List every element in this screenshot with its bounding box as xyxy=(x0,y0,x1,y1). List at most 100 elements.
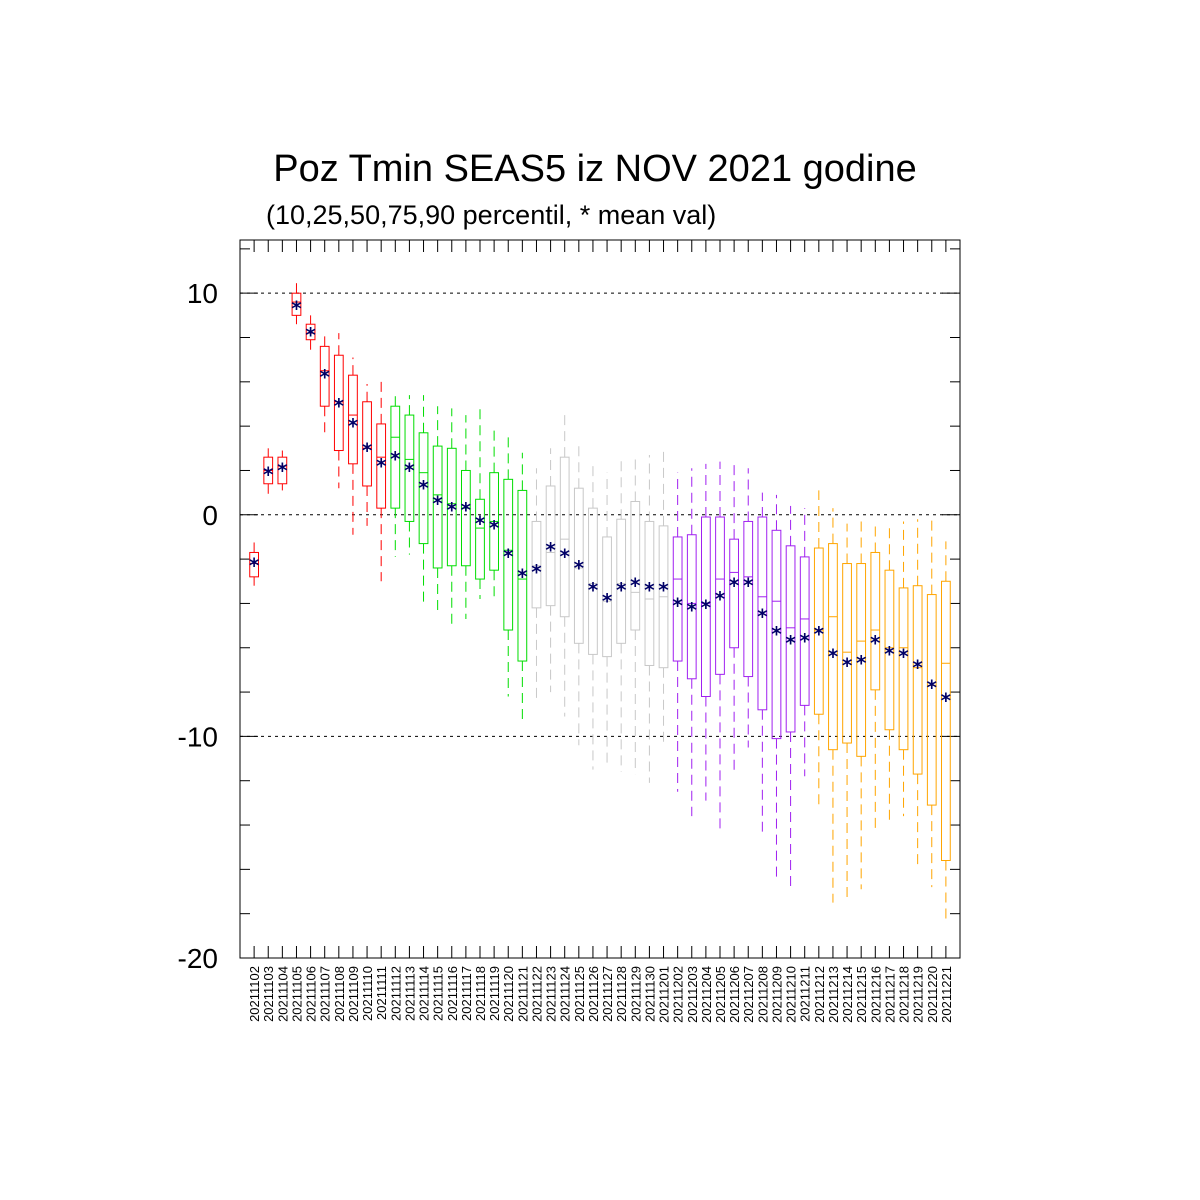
box-20211206 xyxy=(729,463,739,772)
box-20211123 xyxy=(545,448,556,693)
box-20211120 xyxy=(503,432,514,697)
box-iqr xyxy=(870,551,881,691)
x-tick-label: 20211112 xyxy=(388,966,403,1021)
x-tick-label: 20211208 xyxy=(755,966,770,1023)
box-iqr xyxy=(672,536,683,662)
box-iqr xyxy=(503,478,514,631)
mean-marker: * xyxy=(390,447,401,471)
box-iqr xyxy=(432,445,443,569)
x-tick-label: 20211129 xyxy=(628,966,643,1022)
box-20211130 xyxy=(644,454,655,783)
x-tick-label: 20211209 xyxy=(769,966,784,1023)
mean-marker: * xyxy=(305,323,316,347)
mean-marker: * xyxy=(249,554,260,578)
mean-marker: * xyxy=(912,655,923,679)
box-iqr xyxy=(531,520,542,609)
box-20211217 xyxy=(884,528,895,826)
box-iqr xyxy=(616,518,627,644)
box-20211129 xyxy=(630,457,641,775)
x-tick-label: 20211123 xyxy=(544,966,559,1022)
mean-marker: * xyxy=(319,365,330,389)
x-tick-label: 20211206 xyxy=(727,966,742,1023)
box-iqr xyxy=(376,423,387,509)
box-20211127 xyxy=(602,472,612,763)
box-20211201 xyxy=(658,448,669,748)
mean-marker: * xyxy=(616,578,627,602)
mean-marker: * xyxy=(404,458,415,482)
box-20211211 xyxy=(799,508,810,777)
y-tick-label: -20 xyxy=(178,943,218,974)
box-iqr xyxy=(602,536,612,658)
box-20211215 xyxy=(856,521,867,890)
mean-marker: * xyxy=(771,622,782,646)
box-iqr xyxy=(799,556,810,706)
mean-marker: * xyxy=(672,593,683,617)
mean-marker: * xyxy=(757,605,768,629)
mean-marker: * xyxy=(814,622,825,646)
box-20211221 xyxy=(941,541,951,923)
box-20211125 xyxy=(573,446,584,746)
x-tick-label: 20211220 xyxy=(925,966,940,1023)
mean-marker: * xyxy=(602,589,613,613)
mean-marker: * xyxy=(574,556,585,580)
x-tick-label: 20211127 xyxy=(600,966,615,1022)
y-tick-label: 10 xyxy=(187,278,218,309)
box-iqr xyxy=(842,563,852,744)
box-20211212 xyxy=(813,490,824,806)
mean-marker: * xyxy=(828,644,839,668)
box-20211122 xyxy=(531,468,542,704)
x-tick-label: 20211108 xyxy=(332,966,347,1022)
x-tick-label: 20211218 xyxy=(897,966,912,1023)
mean-marker: * xyxy=(334,394,345,418)
box-20211126 xyxy=(588,466,598,770)
plot-frame xyxy=(239,239,961,959)
box-20211204 xyxy=(701,463,711,801)
box-iqr xyxy=(545,485,556,607)
mean-marker: * xyxy=(277,458,288,482)
mean-marker: * xyxy=(545,538,556,562)
mean-marker: * xyxy=(927,675,938,699)
box-iqr xyxy=(813,547,824,715)
box-20211219 xyxy=(912,519,923,870)
x-tick-label: 20211202 xyxy=(671,966,686,1023)
mean-marker: * xyxy=(418,476,429,500)
x-tick-label: 20211205 xyxy=(713,966,728,1023)
box-20211110 xyxy=(362,384,372,526)
box-20211218 xyxy=(898,521,909,817)
mean-marker: * xyxy=(898,644,909,668)
box-20211116 xyxy=(446,408,457,626)
box-iqr xyxy=(291,292,302,316)
box-iqr xyxy=(418,432,429,545)
reference-lines xyxy=(240,292,960,737)
x-tick-label: 20211130 xyxy=(642,966,657,1022)
mean-marker: * xyxy=(687,598,698,622)
x-tick-label: 20211128 xyxy=(614,966,629,1022)
box-iqr xyxy=(912,585,923,775)
x-tick-label: 20211120 xyxy=(501,966,516,1022)
box-20211202 xyxy=(672,472,683,792)
box-20211117 xyxy=(461,415,471,619)
mean-marker: * xyxy=(870,631,881,655)
box-20211124 xyxy=(559,410,570,717)
box-20211121 xyxy=(517,452,528,721)
box-iqr xyxy=(319,345,330,407)
box-iqr xyxy=(249,551,259,578)
mean-marker: * xyxy=(517,565,528,589)
box-iqr xyxy=(461,469,471,567)
box-iqr xyxy=(743,520,754,678)
mean-marker: * xyxy=(447,498,458,522)
box-iqr xyxy=(715,516,725,675)
x-axis: 20211102 20211103 20211104 20211105 20211106… xyxy=(247,240,954,1023)
box-iqr xyxy=(559,456,570,618)
mean-marker: * xyxy=(856,651,867,675)
mean-marker: * xyxy=(362,438,373,462)
box-20211113 xyxy=(404,395,415,555)
box-iqr xyxy=(475,498,485,580)
mean-marker: * xyxy=(348,414,359,438)
mean-marker: * xyxy=(884,642,895,666)
x-tick-label: 20211207 xyxy=(741,966,756,1023)
box-iqr xyxy=(390,405,401,509)
mean-marker: * xyxy=(432,491,443,515)
mean-marker: * xyxy=(658,578,669,602)
x-tick-label: 20211109 xyxy=(346,966,361,1022)
